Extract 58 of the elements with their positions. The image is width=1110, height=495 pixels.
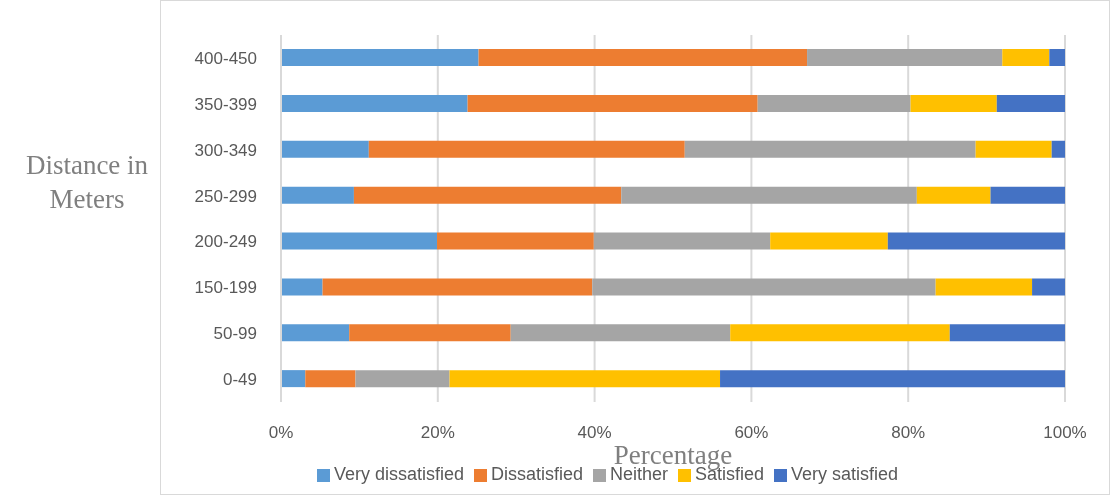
bar [949,324,1065,342]
bar [281,186,354,204]
legend-label: Very dissatisfied [333,464,464,484]
y-tick-label: 150-199 [194,278,257,298]
bar [449,370,721,388]
bar [807,49,1003,66]
bar [478,49,808,66]
bar [910,94,997,112]
x-tick-label: 60% [734,423,769,443]
bar [322,278,593,296]
bar [621,186,917,204]
bar [281,140,369,158]
bar [592,278,936,296]
bar [281,278,323,296]
x-tick-label: 20% [420,423,455,443]
y-tick-label: 0-49 [222,370,257,390]
bar [916,186,991,204]
legend-label: Dissatisfied [490,464,583,484]
bar [684,140,976,158]
bar [1049,49,1065,66]
bar [975,140,1052,158]
bar [281,94,468,112]
bar [510,324,731,342]
bar [757,94,911,112]
y-tick-label: 350-399 [194,94,257,114]
bar [281,49,479,66]
bar [1032,278,1065,296]
bar [349,324,511,342]
x-tick-label: 100% [1043,423,1087,443]
y-tick-label: 250-299 [194,186,257,206]
bar [437,232,594,250]
bar [730,324,950,342]
x-tick-label: 0% [268,423,294,443]
legend-label: Very satisfied [791,464,899,484]
bar [1051,140,1065,158]
bar [593,232,771,250]
x-tick-label: 80% [891,423,926,443]
y-axis-title: Distance in Meters [24,149,150,216]
bar [935,278,1033,296]
bar [996,94,1065,112]
x-tick-label: 40% [577,423,612,443]
y-tick-label: 400-450 [194,48,257,68]
bar [281,370,306,388]
bar [355,370,450,388]
bar [467,94,758,112]
bar [305,370,356,388]
bar [353,186,622,204]
bar [281,324,350,342]
bar [1002,49,1050,66]
bar [990,186,1065,204]
bar [770,232,888,250]
bar [281,232,438,250]
bar [368,140,685,158]
bar [720,370,1065,388]
y-tick-label: 50-99 [213,324,257,344]
y-tick-label: 200-249 [194,232,257,252]
y-tick-label: 300-349 [194,140,257,160]
bar [887,232,1065,250]
